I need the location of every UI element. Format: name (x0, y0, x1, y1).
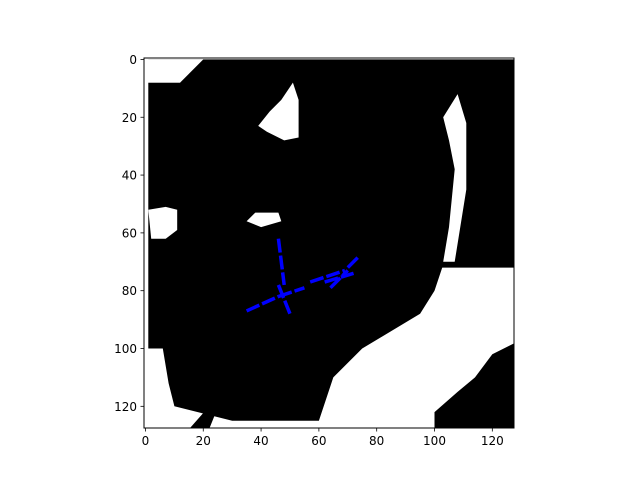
path-segment (276, 284, 292, 315)
occupied-region (434, 343, 514, 428)
x-tick-label: 40 (253, 434, 268, 448)
free-region (258, 82, 299, 141)
x-tick-label: 60 (311, 434, 326, 448)
y-tick-label: 120 (114, 400, 137, 414)
x-tick-label: 20 (196, 434, 211, 448)
free-region (148, 206, 178, 239)
path-segment (245, 294, 280, 313)
path-segment (277, 286, 305, 299)
y-tick-label: 40 (122, 169, 137, 183)
path-segment (329, 269, 350, 290)
path-segment (309, 268, 346, 284)
path-segment (276, 238, 286, 286)
free-region (145, 62, 181, 83)
free-region (246, 212, 282, 228)
y-axis: 0 20 40 60 80 100 120 (114, 53, 144, 414)
x-tick-label: 120 (481, 434, 504, 448)
pose-circle (271, 280, 301, 310)
x-tick-label: 100 (423, 434, 446, 448)
path-segment (346, 254, 361, 269)
pose-circle (255, 284, 285, 314)
y-tick-label: 60 (122, 226, 137, 240)
x-tick-label: 0 (142, 434, 150, 448)
pose-circle (343, 243, 373, 272)
x-axis: 0 20 40 60 80 100 120 (142, 428, 504, 448)
y-tick-label: 20 (122, 111, 137, 125)
path-segment (324, 271, 355, 284)
plot-frame (143, 57, 515, 429)
x-tick-label: 80 (369, 434, 384, 448)
pose-circle (329, 258, 358, 288)
y-tick-label: 0 (129, 53, 137, 67)
y-tick-label: 80 (122, 284, 137, 298)
pose-circle (274, 296, 303, 326)
free-region (443, 94, 467, 262)
y-tick-label: 100 (114, 342, 137, 356)
path-overlay (245, 238, 373, 326)
